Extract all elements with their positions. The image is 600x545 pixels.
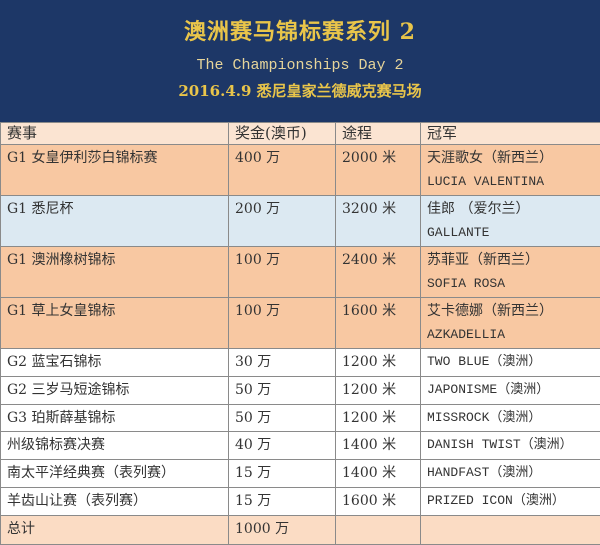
distance-cell: 1200 米	[336, 404, 421, 432]
winner-name: MISSROCK（澳洲）	[427, 407, 594, 429]
winner-cell: MISSROCK（澳洲）	[421, 404, 600, 432]
distance-cell: 1400 米	[336, 432, 421, 460]
winner-name: TWO BLUE（澳洲）	[427, 351, 594, 373]
winner-cell: HANDFAST（澳洲）	[421, 460, 600, 488]
winner-name: 天涯歌女（新西兰）	[427, 147, 594, 170]
winner-cell: 艾卡德娜（新西兰）AZKADELLIA	[421, 298, 600, 349]
race-cell: G1 女皇伊利莎白锦标赛	[1, 145, 229, 196]
winner-name-en: SOFIA ROSA	[427, 272, 594, 295]
race-cell: G2 蓝宝石锦标	[1, 349, 229, 377]
subtitle: The Championships Day 2	[0, 52, 600, 80]
column-header: 冠军	[421, 123, 600, 145]
empty-cell	[336, 515, 421, 544]
race-cell: 羊齿山让赛（表列赛）	[1, 487, 229, 515]
column-header: 途程	[336, 123, 421, 145]
winner-name: JAPONISME（澳洲）	[427, 379, 594, 401]
winner-name: 佳郎 （爱尔兰）	[427, 198, 594, 221]
prize-cell: 50 万	[229, 404, 336, 432]
prize-cell: 200 万	[229, 196, 336, 247]
prize-cell: 15 万	[229, 460, 336, 488]
winner-cell: 苏菲亚（新西兰）SOFIA ROSA	[421, 247, 600, 298]
winner-name: 苏菲亚（新西兰）	[427, 249, 594, 272]
distance-cell: 1600 米	[336, 487, 421, 515]
winner-cell: JAPONISME（澳洲）	[421, 376, 600, 404]
winner-name: PRIZED ICON（澳洲）	[427, 490, 594, 512]
distance-cell: 2000 米	[336, 145, 421, 196]
page-title: 澳洲赛马锦标赛系列 2	[0, 0, 600, 52]
winner-name: HANDFAST（澳洲）	[427, 462, 594, 484]
column-header: 奖金(澳币)	[229, 123, 336, 145]
distance-cell: 1600 米	[336, 298, 421, 349]
distance-cell: 1200 米	[336, 349, 421, 377]
prize-cell: 400 万	[229, 145, 336, 196]
race-cell: G1 草上女皇锦标	[1, 298, 229, 349]
prize-cell: 100 万	[229, 247, 336, 298]
winner-cell: 天涯歌女（新西兰）LUCIA VALENTINA	[421, 145, 600, 196]
date-venue: 2016.4.9 悉尼皇家兰德威克赛马场	[0, 80, 600, 106]
distance-cell: 2400 米	[336, 247, 421, 298]
empty-cell	[421, 515, 600, 544]
column-header: 赛事	[1, 123, 229, 145]
prize-cell: 15 万	[229, 487, 336, 515]
race-cell: 州级锦标赛决赛	[1, 432, 229, 460]
winner-cell: TWO BLUE（澳洲）	[421, 349, 600, 377]
race-cell: G2 三岁马短途锦标	[1, 376, 229, 404]
total-prize: 1000 万	[229, 515, 336, 544]
prize-cell: 40 万	[229, 432, 336, 460]
total-label: 总计	[1, 515, 229, 544]
distance-cell: 1200 米	[336, 376, 421, 404]
winner-name: 艾卡德娜（新西兰）	[427, 300, 594, 323]
winner-cell: 佳郎 （爱尔兰）GALLANTE	[421, 196, 600, 247]
prize-cell: 100 万	[229, 298, 336, 349]
distance-cell: 3200 米	[336, 196, 421, 247]
table-header: 赛事 奖金(澳币) 途程 冠军	[1, 123, 600, 145]
winner-name-en: GALLANTE	[427, 221, 594, 244]
winner-name: DANISH TWIST（澳洲）	[427, 434, 594, 456]
banner: 澳洲赛马锦标赛系列 2 The Championships Day 2 2016…	[0, 0, 600, 122]
race-cell: G1 澳洲橡树锦标	[1, 247, 229, 298]
race-cell: G1 悉尼杯	[1, 196, 229, 247]
winner-cell: PRIZED ICON（澳洲）	[421, 487, 600, 515]
prize-cell: 50 万	[229, 376, 336, 404]
race-cell: 南太平洋经典赛（表列赛）	[1, 460, 229, 488]
prize-cell: 30 万	[229, 349, 336, 377]
winner-name-en: LUCIA VALENTINA	[427, 170, 594, 193]
race-cell: G3 珀斯薛基锦标	[1, 404, 229, 432]
winner-cell: DANISH TWIST（澳洲）	[421, 432, 600, 460]
winner-name-en: AZKADELLIA	[427, 323, 594, 346]
distance-cell: 1400 米	[336, 460, 421, 488]
